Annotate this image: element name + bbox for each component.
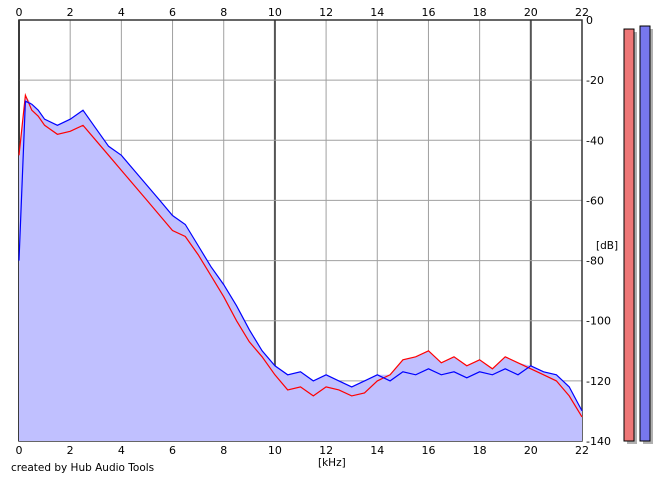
x-tick-label: 4 — [118, 6, 125, 19]
series-lines — [18, 92, 583, 418]
y-tick-label: 0 — [586, 14, 593, 27]
x-tick-label: 12 — [319, 6, 333, 19]
x-tick-label: 16 — [421, 444, 435, 457]
x-tick-label: 20 — [524, 444, 538, 457]
y-tick-labels: 0 -20 -40 -60 -80 -100 -120 -140 — [586, 14, 611, 448]
level-meter-left — [623, 28, 635, 442]
spectrum-area — [19, 95, 582, 441]
x-axis-label: [kHz] — [318, 457, 346, 469]
x-tick-label: 6 — [169, 444, 176, 457]
x-tick-label: 2 — [67, 6, 74, 19]
y-tick-label: -140 — [586, 435, 611, 448]
series-line-red — [18, 92, 583, 418]
x-tick-label: 22 — [575, 444, 589, 457]
y-tick-label: -40 — [586, 134, 604, 147]
x-tick-label: 8 — [220, 6, 227, 19]
x-tick-label: 12 — [319, 444, 333, 457]
x-tick-label: 8 — [220, 444, 227, 457]
x-tick-labels-bottom: 0 2 4 6 8 10 12 14 16 18 20 22 — [16, 444, 590, 457]
x-tick-label: 0 — [16, 444, 23, 457]
level-meter-right — [639, 25, 651, 442]
y-tick-label: -100 — [586, 315, 611, 328]
y-tick-label: -80 — [586, 255, 604, 268]
y-tick-label: -60 — [586, 194, 604, 207]
level-meters — [623, 25, 653, 445]
x-tick-label: 18 — [473, 6, 487, 19]
x-tick-label: 10 — [268, 444, 282, 457]
x-tick-label: 22 — [575, 6, 589, 19]
y-axis-label: [dB] — [596, 240, 619, 252]
x-tick-label: 16 — [421, 6, 435, 19]
x-tick-label: 18 — [473, 444, 487, 457]
x-tick-label: 20 — [524, 6, 538, 19]
x-tick-label: 14 — [370, 444, 384, 457]
x-tick-label: 4 — [118, 444, 125, 457]
credit-text: created by Hub Audio Tools — [11, 462, 155, 474]
x-tick-label: 6 — [169, 6, 176, 19]
x-tick-label: 2 — [67, 444, 74, 457]
spectrum-fill — [19, 95, 582, 441]
x-tick-label: 10 — [268, 6, 282, 19]
series-line-blue — [18, 100, 583, 412]
x-tick-labels-top: 0 2 4 6 8 10 12 14 16 18 20 22 — [16, 6, 590, 19]
y-tick-label: -120 — [586, 375, 611, 388]
y-tick-label: -20 — [586, 74, 604, 87]
x-tick-label: 0 — [16, 6, 23, 19]
x-tick-label: 14 — [370, 6, 384, 19]
